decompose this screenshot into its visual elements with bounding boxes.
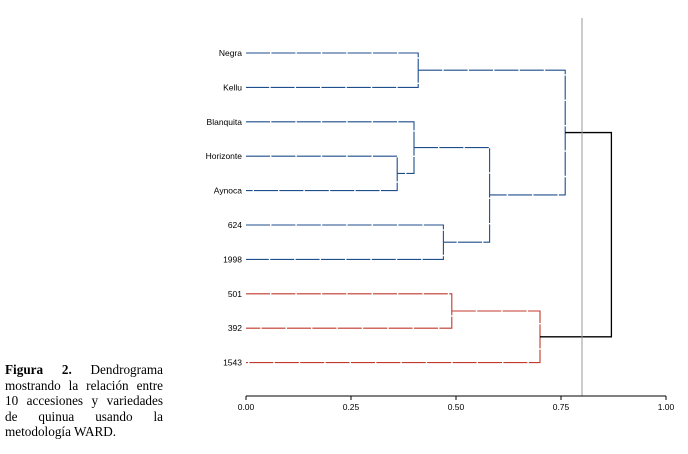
merge-link-m1 xyxy=(246,155,398,192)
x-tick-label-3: 0.75 xyxy=(553,402,570,412)
figure-caption: Figura 2. Dendrograma mostrando la relac… xyxy=(5,362,163,440)
x-axis: 0.00 0.25 0.50 0.75 1.00 xyxy=(238,395,675,412)
leaf-label-horizonte: Horizonte xyxy=(206,151,243,161)
x-tick-label-0: 0.00 xyxy=(238,402,255,412)
leaf-label-negra: Negra xyxy=(219,48,242,58)
leaf-label-1543: 1543 xyxy=(223,358,242,368)
leaf-label-aynoca: Aynoca xyxy=(214,186,242,196)
leaf-label-392: 392 xyxy=(228,323,242,333)
leaf-label-kellu: Kellu xyxy=(223,82,242,92)
x-tick-label-4: 1.00 xyxy=(658,402,675,412)
leaf-label-1998: 1998 xyxy=(223,254,242,264)
x-tick-label-2: 0.50 xyxy=(448,402,465,412)
caption-text: Dendrograma mostrando la relación entre … xyxy=(5,362,163,440)
caption-label: Figura 2. xyxy=(5,362,72,377)
merge-link-m6 xyxy=(414,147,491,243)
merge-link-m5 xyxy=(246,293,453,329)
merge-link-m2 xyxy=(246,121,415,174)
merge-link-m9 xyxy=(540,131,613,338)
leaf-label-501: 501 xyxy=(228,289,242,299)
merge-link-m4 xyxy=(246,224,444,260)
merge-link-m7 xyxy=(246,310,541,364)
merge-link-m3 xyxy=(246,52,419,88)
merge-link-m8 xyxy=(418,69,566,196)
leaf-label-624: 624 xyxy=(228,220,242,230)
x-tick-label-1: 0.25 xyxy=(343,402,360,412)
dendrogram-links xyxy=(246,52,613,364)
leaf-label-blanquita: Blanquita xyxy=(207,117,243,127)
leaf-labels: Negra Kellu Blanquita Horizonte Aynoca 624 199… xyxy=(206,48,243,368)
